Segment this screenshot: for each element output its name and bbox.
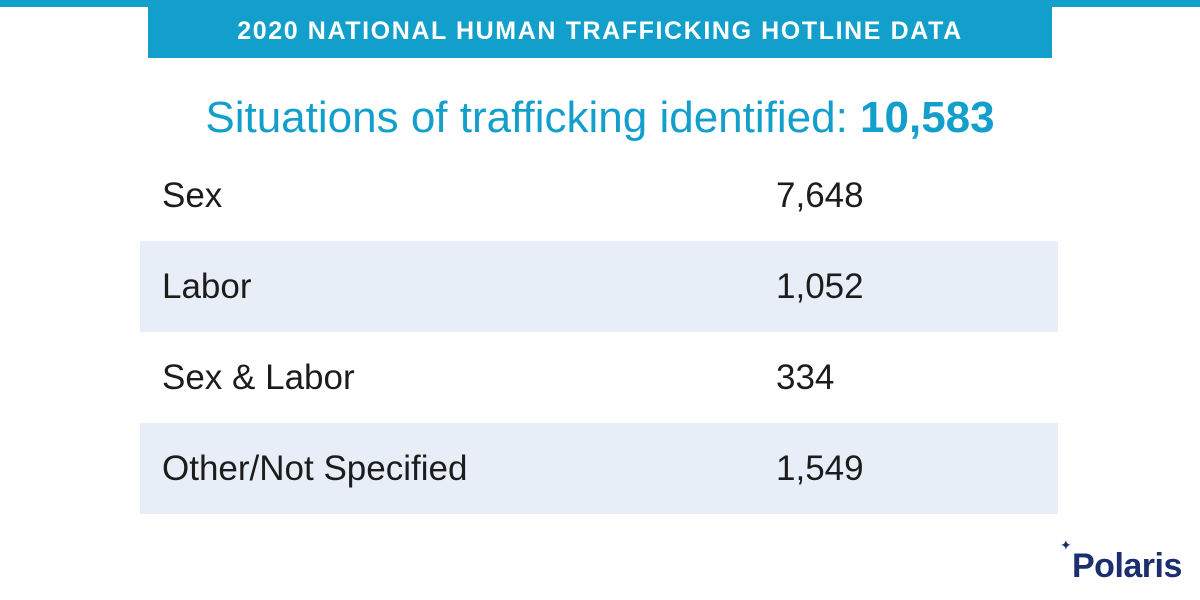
table-row-other: Other/Not Specified 1,549	[140, 423, 1058, 514]
row-value: 7,648	[776, 175, 864, 215]
table-row-sex: Sex 7,648	[140, 150, 1058, 241]
polaris-logo: ✦ Polaris	[1060, 538, 1190, 588]
headline-label: Situations of trafficking identified:	[205, 93, 848, 142]
header-title: 2020 NATIONAL HUMAN TRAFFICKING HOTLINE …	[237, 16, 963, 45]
headline-total: 10,583	[860, 93, 995, 142]
row-label: Other/Not Specified	[162, 448, 468, 488]
row-label: Sex & Labor	[162, 357, 355, 397]
star-icon: ✦	[1060, 537, 1072, 553]
table-row-labor: Labor 1,052	[140, 241, 1058, 332]
data-table: Sex 7,648 Labor 1,052 Sex & Labor 334 Ot…	[140, 150, 1058, 514]
row-label: Sex	[162, 175, 223, 215]
row-value: 1,052	[776, 266, 864, 306]
header-banner: 2020 NATIONAL HUMAN TRAFFICKING HOTLINE …	[148, 0, 1052, 58]
row-value: 1,549	[776, 448, 864, 488]
logo-text: Polaris	[1072, 547, 1182, 585]
row-value: 334	[776, 357, 835, 397]
table-row-sex-and-labor: Sex & Labor 334	[140, 332, 1058, 423]
row-label: Labor	[162, 266, 252, 306]
headline: Situations of trafficking identified: 10…	[0, 88, 1200, 148]
